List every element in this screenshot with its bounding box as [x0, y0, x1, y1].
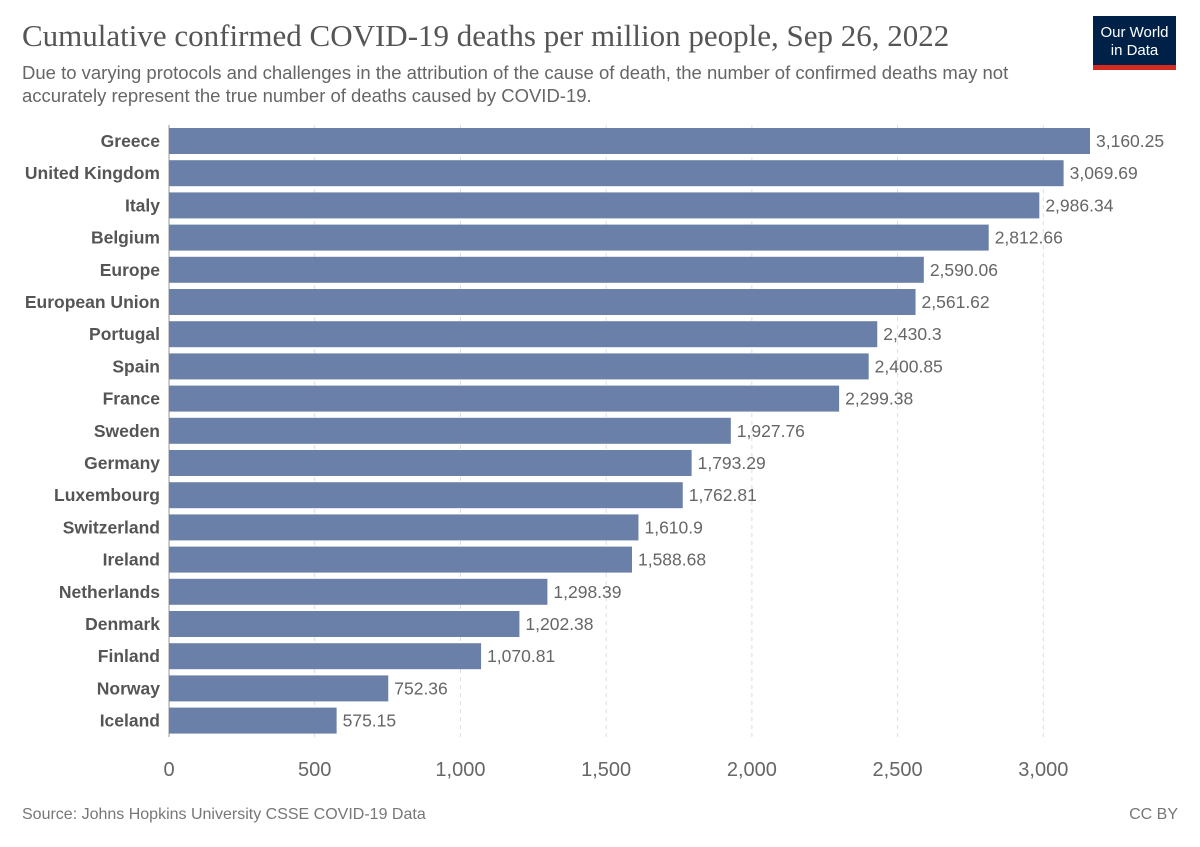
- bar: [169, 256, 924, 283]
- value-label: 1,202.38: [525, 614, 593, 634]
- x-tick-label: 500: [298, 759, 331, 781]
- bar: [169, 675, 389, 702]
- value-label: 1,588.68: [638, 550, 706, 570]
- value-label: 2,590.06: [930, 260, 998, 280]
- value-label: 2,430.3: [883, 324, 941, 344]
- value-label: 1,610.9: [644, 517, 702, 537]
- chart-subtitle: Due to varying protocols and challenges …: [22, 62, 1009, 106]
- category-label: Norway: [97, 678, 160, 698]
- category-label: Denmark: [85, 614, 160, 634]
- category-label: Finland: [98, 646, 160, 666]
- bar: [169, 289, 916, 315]
- chart-title: Cumulative confirmed COVID-19 deaths per…: [22, 18, 950, 53]
- category-label: Greece: [101, 131, 161, 151]
- category-label: Portugal: [89, 324, 160, 344]
- value-label: 3,069.69: [1070, 163, 1138, 183]
- category-label: United Kingdom: [25, 163, 160, 183]
- value-label: 1,927.76: [737, 421, 805, 441]
- value-label: 1,070.81: [487, 646, 555, 666]
- value-label: 2,400.85: [875, 356, 943, 376]
- bar: [169, 160, 1064, 187]
- x-tick-label: 1,000: [435, 759, 485, 781]
- category-label: Netherlands: [59, 582, 160, 602]
- value-label: 575.15: [343, 711, 397, 731]
- bar: [169, 224, 989, 251]
- logo-line-2: in Data: [1110, 42, 1159, 59]
- bar: [169, 417, 731, 444]
- value-label: 2,299.38: [845, 389, 913, 409]
- value-label: 2,812.66: [995, 228, 1063, 248]
- bar: [169, 482, 683, 509]
- category-label: Belgium: [91, 228, 160, 248]
- category-label: Switzerland: [63, 517, 160, 537]
- category-label: Luxembourg: [54, 485, 160, 505]
- license-label[interactable]: CC BY: [1129, 806, 1178, 823]
- x-tick-label: 2,000: [727, 759, 777, 781]
- x-tick-label: 2,500: [873, 759, 923, 781]
- value-label: 1,762.81: [689, 485, 757, 505]
- x-tick-label: 0: [163, 759, 174, 781]
- bar: [169, 450, 692, 476]
- category-label: Ireland: [103, 550, 160, 570]
- bar: [169, 353, 869, 380]
- bar: [169, 611, 520, 637]
- category-label: Europe: [100, 260, 161, 280]
- value-label: 1,298.39: [553, 582, 621, 602]
- source-note[interactable]: Source: Johns Hopkins University CSSE CO…: [22, 806, 426, 823]
- bar: [169, 546, 632, 573]
- category-label: European Union: [25, 292, 160, 312]
- value-label: 3,160.25: [1096, 131, 1164, 151]
- bar: [169, 643, 482, 670]
- bar: [169, 321, 878, 348]
- category-label: France: [103, 389, 161, 409]
- bar: [169, 578, 548, 605]
- category-label: Italy: [125, 195, 160, 215]
- category-label: Spain: [112, 356, 160, 376]
- category-label: Sweden: [94, 421, 160, 441]
- bar: [169, 192, 1040, 219]
- logo-line-1: Our World: [1100, 24, 1169, 41]
- bar: [169, 514, 639, 541]
- value-label: 752.36: [394, 678, 448, 698]
- bar: [169, 385, 840, 412]
- category-label: Iceland: [100, 711, 160, 731]
- value-label: 1,793.29: [698, 453, 766, 473]
- value-label: 2,986.34: [1045, 195, 1113, 215]
- x-tick-label: 3,000: [1018, 759, 1068, 781]
- owid-logo[interactable]: Our World in Data: [1093, 16, 1176, 70]
- category-label: Germany: [84, 453, 160, 473]
- value-label: 2,561.62: [922, 292, 990, 312]
- bar: [169, 128, 1090, 154]
- x-tick-label: 1,500: [581, 759, 631, 781]
- bar-chart: 0 500 1,000 1,500 2,000 2,500 3,000 Greece 3,160…: [25, 125, 1164, 781]
- bar: [169, 707, 337, 734]
